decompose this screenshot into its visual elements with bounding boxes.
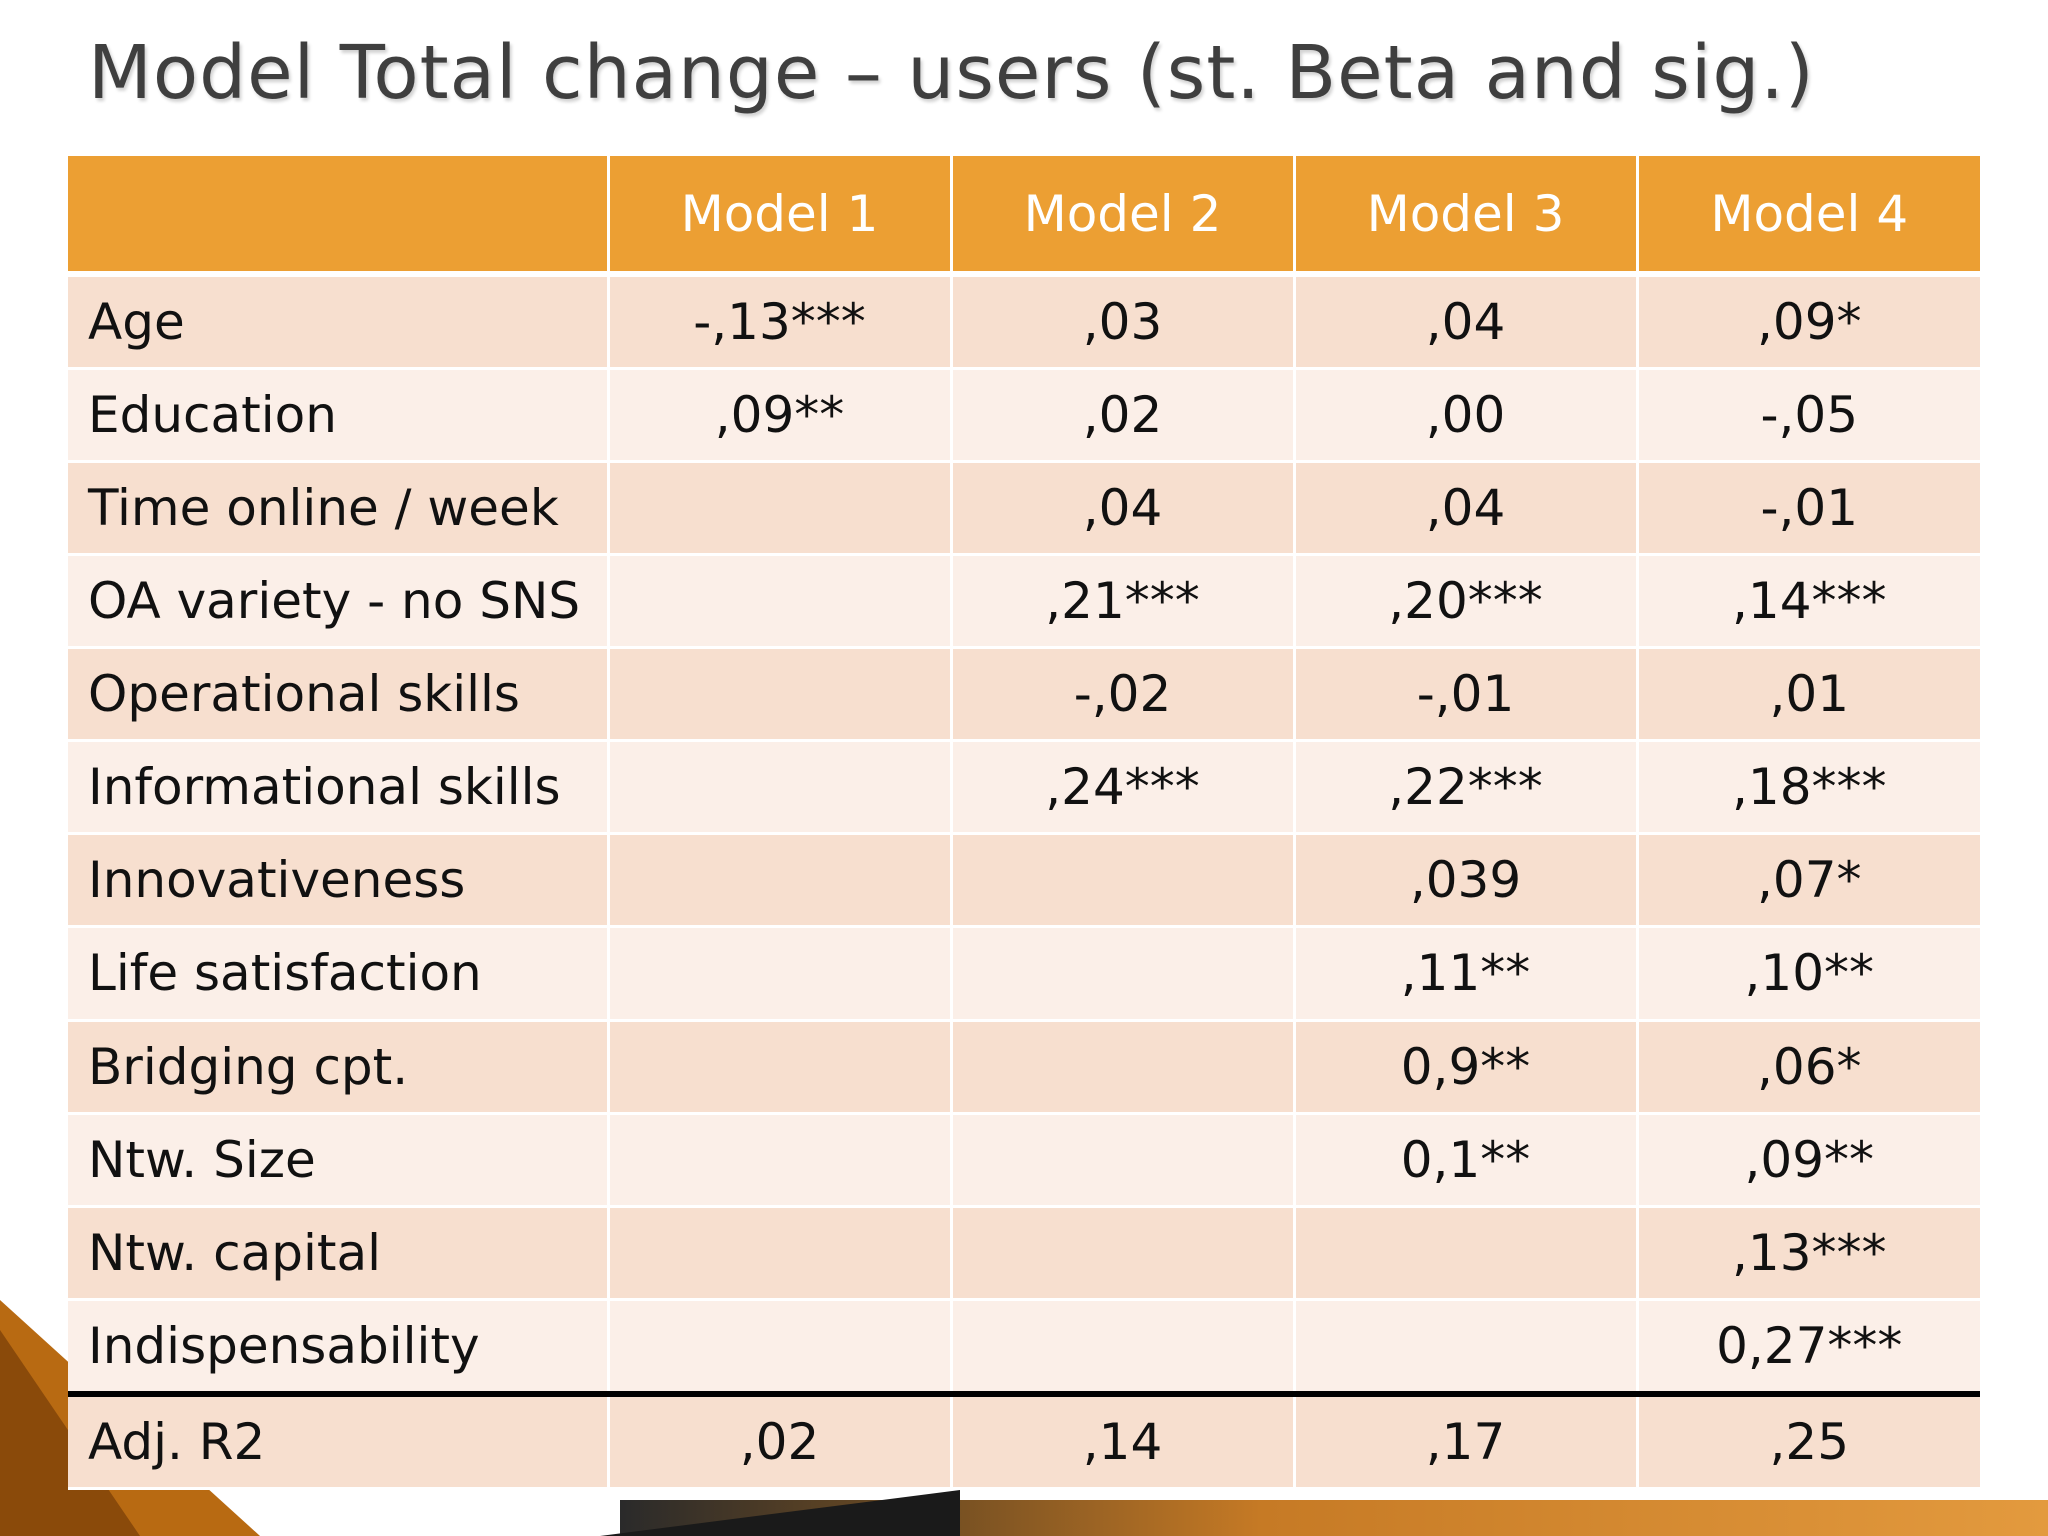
table-row: Life satisfaction ,11** ,10** [68,926,1980,1022]
cell-model-1 [608,926,953,1022]
cell-model-2: ,24*** [951,740,1296,836]
cell-model-1 [608,740,953,836]
header-cell-empty [68,156,610,277]
cell-model-4: ,09** [1637,1113,1980,1208]
row-label: Operational skills [68,647,610,743]
row-label: Time online / week [68,460,610,557]
header-model-1: Model 1 [608,156,953,277]
table-row: Ntw. capital ,13*** [68,1204,1980,1301]
cell-model-1 [608,554,953,650]
row-label: Innovativeness [68,832,610,929]
cell-model-3 [1294,1299,1639,1396]
cell-model-3: ,039 [1294,832,1639,929]
table-row: Time online / week ,04,04 -,01 [68,460,1980,557]
cell-model-4: ,18*** [1637,740,1980,836]
cell-model-1 [608,460,953,557]
cell-model-4: ,06* [1637,1020,1980,1115]
cell-model-2: ,03 [951,274,1296,371]
row-label: Bridging cpt. [68,1020,610,1115]
table-row: Indispensability 0,27*** [68,1299,1980,1396]
cell-model-3: -,01 [1294,647,1639,743]
table-row: Age -,13*** ,03,04,09* [68,274,1980,371]
cell-model-3: ,04 [1294,274,1639,371]
table-row: Informational skills ,24*** ,22*** ,18*** [68,740,1980,836]
cell-model-1: -,13*** [608,274,953,371]
cell-model-2: ,21*** [951,554,1296,650]
row-label: Education [68,368,610,464]
cell-model-3: ,11** [1294,926,1639,1022]
row-label: OA variety - no SNS [68,554,610,650]
cell-model-2: ,02 [951,368,1296,464]
cell-model-2 [951,832,1296,929]
row-label: Adj. R2 [68,1390,610,1490]
cell-model-3: ,20*** [1294,554,1639,650]
row-label: Informational skills [68,740,610,836]
cell-model-1 [608,1020,953,1115]
table-row: Education ,09** ,02,00 -,05 [68,368,1980,464]
row-label: Indispensability [68,1299,610,1396]
table-row: Operational skills -,02 -,01,01 [68,647,1980,743]
cell-model-3: ,17 [1294,1390,1639,1490]
header-model-3: Model 3 [1294,156,1639,277]
corner-decoration-bottom-dark [600,1490,960,1536]
cell-model-1 [608,832,953,929]
cell-model-2 [951,926,1296,1022]
cell-model-2: -,02 [951,647,1296,743]
cell-model-3 [1294,1204,1639,1301]
cell-model-4: ,10** [1637,926,1980,1022]
cell-model-1 [608,647,953,743]
cell-model-4: ,07* [1637,832,1980,929]
cell-model-1: ,02 [608,1390,953,1490]
cell-model-2 [951,1299,1296,1396]
table-header-row: Model 1 Model 2 Model 3 Model 4 [68,156,1980,277]
table-row: Adj. R2,02,14,17,25 [68,1390,1980,1490]
cell-model-1 [608,1113,953,1208]
results-table: Model 1 Model 2 Model 3 Model 4 Age -,13*… [68,156,1980,1490]
cell-model-1 [608,1299,953,1396]
header-model-2: Model 2 [951,156,1296,277]
cell-model-4: ,25 [1637,1390,1980,1490]
table-row: Ntw. Size 0,1** ,09** [68,1113,1980,1208]
table-row: OA variety - no SNS ,21*** ,20*** ,14*** [68,554,1980,650]
row-label: Ntw. capital [68,1204,610,1301]
cell-model-2: ,04 [951,460,1296,557]
cell-model-1 [608,1204,953,1301]
cell-model-4: ,01 [1637,647,1980,743]
row-label: Age [68,274,610,371]
slide-title: Model Total change – users (st. Beta and… [88,30,1815,116]
header-model-4: Model 4 [1637,156,1980,277]
cell-model-2 [951,1204,1296,1301]
cell-model-3: 0,1** [1294,1113,1639,1208]
cell-model-4: ,09* [1637,274,1980,371]
cell-model-4: 0,27*** [1637,1299,1980,1396]
cell-model-2 [951,1020,1296,1115]
cell-model-3: 0,9** [1294,1020,1639,1115]
cell-model-4: -,05 [1637,368,1980,464]
table-row: Bridging cpt. 0,9** ,06* [68,1020,1980,1115]
row-label: Ntw. Size [68,1113,610,1208]
cell-model-2: ,14 [951,1390,1296,1490]
cell-model-3: ,22*** [1294,740,1639,836]
cell-model-4: ,13*** [1637,1204,1980,1301]
cell-model-4: -,01 [1637,460,1980,557]
cell-model-3: ,00 [1294,368,1639,464]
cell-model-2 [951,1113,1296,1208]
cell-model-3: ,04 [1294,460,1639,557]
cell-model-1: ,09** [608,368,953,464]
table-row: Innovativeness ,039,07* [68,832,1980,929]
cell-model-4: ,14*** [1637,554,1980,650]
row-label: Life satisfaction [68,926,610,1022]
